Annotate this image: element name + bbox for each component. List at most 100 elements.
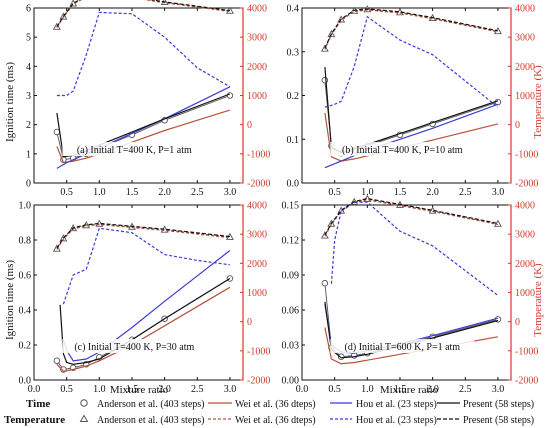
panel-c-wei-temperature-line — [56, 223, 230, 250]
panel-a-left-tick-label: 4 — [26, 62, 31, 73]
panel-c-left-tick-label: 0.8 — [19, 236, 32, 247]
legend-marker-anderson-temperature — [79, 414, 89, 422]
panel-a-right-tick-label: 2000 — [247, 62, 267, 73]
panel-a-right-tick-label: -1000 — [247, 149, 270, 160]
panel-d-label: (d) Initial T=600 K, P=1 atm — [345, 342, 461, 353]
panel-c-left-tick-label: 0.4 — [19, 306, 32, 317]
panel-c-right-tick-label: -2000 — [247, 376, 270, 387]
legend-label-anderson-temperature: Anderson et al. (403 steps) — [97, 415, 204, 426]
panel-d: 0.0 0.5 1.0 1.5 2.0 2.5 3.0 0.00 0.03 0.06 0.09 0.1… — [282, 194, 538, 395]
panel-b-right-tick-label: 3000 — [515, 33, 535, 44]
panel-c-x-tick-label: 3.0 — [224, 384, 237, 395]
panel-a-x-tick-label: 2.5 — [191, 187, 204, 198]
panel-c-x-tick-label: 1.5 — [126, 384, 139, 395]
panel-c-label-bg — [62, 339, 207, 353]
panel-c-wei-time-line — [56, 286, 231, 372]
panel-a-anderson-time-point — [226, 92, 234, 99]
panel-c-right-tick-label: -1000 — [247, 346, 270, 357]
panel-d-right-tick-label: 1000 — [515, 288, 535, 299]
panel-a-right-tick-label: 4000 — [247, 4, 267, 15]
panel-c-right-tick-label: 2000 — [247, 259, 267, 270]
right-axis-title-bottom: Temperature (K) — [532, 263, 544, 337]
left-axis-title-top: Ignition time (ms) — [4, 62, 16, 142]
panel-b-left-tick-label: 0.1 — [287, 135, 300, 146]
x-axis-title-right: Mixture ratio — [380, 384, 439, 396]
panel-c-right-tick-label: 4000 — [247, 201, 267, 212]
panel-a: 0.5 1.0 1.5 2.0 2.5 3.0 0 1 2 3 4 5 6 -2000 -1000 0 1000… — [26, 0, 270, 198]
panel-d-left-tick-label: 0.00 — [282, 376, 300, 387]
panel-b-hou-time-line — [324, 103, 499, 169]
legend-marker-anderson-time — [80, 399, 88, 407]
panel-b: 0.5 1.0 1.5 2.0 2.5 3.0 0.0 0.1 0.2 0.3 0.4 -2000 -1… — [287, 4, 539, 199]
panel-b-wei-temperature-line — [324, 9, 499, 50]
panel-c-right-tick-label: 0 — [247, 317, 252, 328]
panel-c-present-temperature-line — [56, 222, 230, 249]
legend-row-temperature-label: Temperature — [4, 414, 65, 426]
panel-b-anderson-time-point — [321, 76, 329, 84]
panel-b-x-tick-label: 0.5 — [328, 187, 341, 198]
panel-a-right-tick-label: 0 — [247, 120, 252, 131]
panel-d-x-tick-label: 1.5 — [394, 384, 407, 395]
legend: Time Temperature Anderson et al. (403 st… — [4, 398, 534, 426]
panel-b-right-tick-label: -1000 — [515, 149, 538, 160]
panel-b-label-bg — [330, 142, 475, 156]
panel-b-left-tick-label: 0.3 — [287, 47, 300, 58]
panel-c-x-tick-label: 1.0 — [93, 384, 106, 395]
panel-a-x-tick-label: 1.0 — [93, 187, 106, 198]
panel-b-right-tick-label: 2000 — [515, 62, 535, 73]
legend-label-wei-time: Wei et al. (36 dteps) — [235, 399, 316, 410]
panel-b-x-tick-label: 2.0 — [426, 187, 439, 198]
panel-d-right-tick-label: 0 — [515, 317, 520, 328]
panel-c-present-time-line — [59, 277, 231, 365]
panel-a-x-tick-label: 0.5 — [60, 187, 73, 198]
panel-c-anderson-time-point — [53, 357, 61, 365]
panel-b-x-tick-label: 1.0 — [361, 187, 374, 198]
panel-d-x-tick-label: 3.0 — [492, 384, 505, 395]
panel-a-present-temperature-line — [56, 0, 230, 28]
legend-label-anderson-time: Anderson et al. (403 steps) — [97, 399, 204, 410]
panel-d-right-tick-label: 4000 — [515, 201, 535, 212]
panel-c-right-tick-label: 1000 — [247, 288, 267, 299]
panel-b-label: (b) Initial T=400 K, P=10 atm — [342, 145, 463, 156]
panel-c-anderson-time-line — [56, 278, 231, 370]
panel-a-right-tick-label: 1000 — [247, 91, 267, 102]
panel-d-left-tick-label: 0.15 — [282, 201, 300, 212]
panel-a-right-tick-label: -2000 — [247, 179, 270, 190]
panel-a-x-tick-label: 2.0 — [158, 187, 171, 198]
panel-b-left-tick-label: 0.4 — [287, 4, 300, 15]
panel-d-x-tick-label: 0.0 — [296, 384, 309, 395]
panel-a-left-tick-label: 3 — [26, 91, 31, 102]
panel-a-left-tick-label: 1 — [26, 149, 31, 160]
panel-a-x-tick-label: 3.0 — [224, 187, 237, 198]
panel-c-x-tick-label: 2.5 — [191, 384, 204, 395]
panel-b-x-tick-label: 3.0 — [492, 187, 505, 198]
panel-d-right-tick-label: -1000 — [515, 346, 538, 357]
panel-d-wei-temperature-line — [324, 199, 499, 237]
panel-b-right-tick-label: 0 — [515, 120, 520, 131]
panel-b-right-tick-label: -2000 — [515, 179, 538, 190]
panel-d-x-tick-label: 0.5 — [328, 384, 341, 395]
legend-label-hou-time: Hou et al. (23 steps) — [356, 399, 437, 410]
panels: 0.5 1.0 1.5 2.0 2.5 3.0 0 1 2 3 4 5 6 -2000 -1000 0 1000… — [19, 0, 539, 395]
panel-a-hou-temperature-line — [56, 11, 231, 97]
panel-c-left-tick-label: 0.0 — [19, 376, 32, 387]
legend-label-present-time: Present (58 steps) — [463, 399, 534, 410]
panel-c-anderson-time-point — [226, 275, 234, 282]
legend-entries: Anderson et al. (403 steps) Anderson et … — [79, 399, 534, 426]
panel-b-left-tick-label: 0.2 — [287, 91, 300, 102]
panel-b-x-tick-label: 1.5 — [394, 187, 407, 198]
panel-d-anderson-temperature-point — [493, 219, 502, 227]
panel-c-right-tick-label: 3000 — [247, 230, 267, 241]
panel-a-anderson-temperature-line — [56, 0, 230, 28]
panel-b-right-tick-label: 1000 — [515, 91, 535, 102]
panel-a-label: (a) Initial T=400 K, P=1 atm — [77, 145, 192, 156]
panel-d-anderson-time-point — [321, 279, 329, 287]
panel-d-x-tick-label: 2.0 — [426, 384, 439, 395]
panel-d-right-tick-label: -2000 — [515, 376, 538, 387]
panel-d-left-tick-label: 0.12 — [282, 236, 300, 247]
panel-a-right-tick-label: 3000 — [247, 33, 267, 44]
panel-c-x-tick-label: 0.0 — [28, 384, 41, 395]
panel-d-left-tick-label: 0.09 — [282, 271, 300, 282]
panel-a-label-bg — [62, 142, 207, 156]
legend-label-wei-temperature: Wei et al. (36 dteps) — [235, 415, 316, 426]
